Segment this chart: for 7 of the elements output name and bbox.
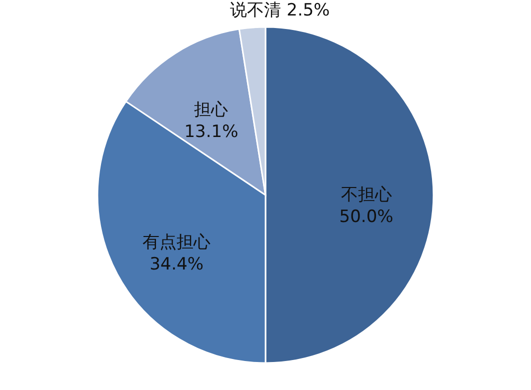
slice-label: 担心: [194, 100, 228, 120]
slice-label: 说不清 2.5%: [230, 0, 330, 21]
data-label: 13.1%: [184, 122, 238, 142]
slice-label: 不担心: [340, 185, 392, 205]
data-label: 34.4%: [150, 254, 204, 274]
slice-label: 有点担心: [142, 232, 211, 252]
data-label: 50.0%: [339, 207, 394, 227]
